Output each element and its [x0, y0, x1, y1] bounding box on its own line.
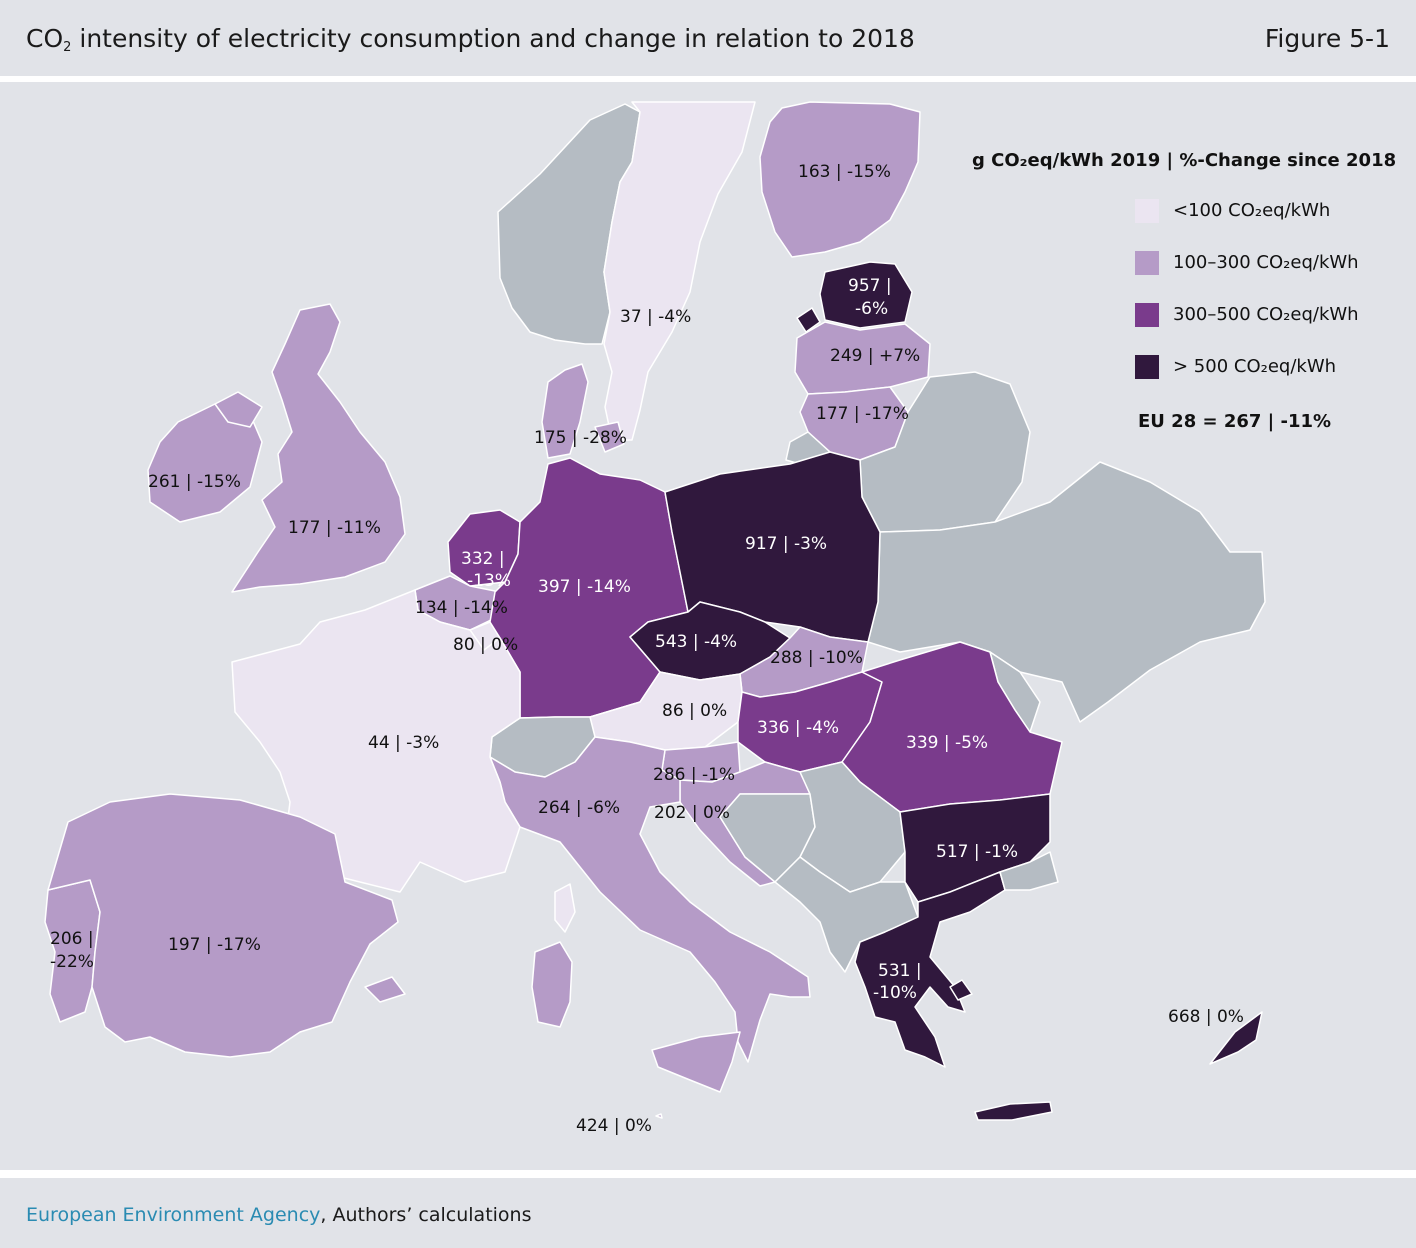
label-austria: 86 | 0% — [662, 701, 727, 721]
label-romania: 339 | -5% — [906, 733, 988, 753]
label-malta: 424 | 0% — [576, 1116, 652, 1136]
country-spain — [47, 793, 399, 1058]
map-panel: 163 | -15% 37 | -4% 957 | -6% 249 | +7% … — [0, 82, 1416, 1170]
label-denmark: 175 | -28% — [534, 428, 627, 448]
label-bulgaria: 517 | -1% — [936, 842, 1018, 862]
label-cyprus: 668 | 0% — [1168, 1007, 1244, 1027]
island-corsica — [554, 883, 576, 933]
label-slovenia: 286 | -1% — [653, 765, 735, 785]
label-portugal-line2: -22% — [50, 952, 94, 972]
region-northern-ireland — [214, 391, 263, 428]
legend-item-300-500: 300–500 CO₂eq/kWh — [971, 303, 1395, 355]
label-latvia: 249 | +7% — [830, 346, 920, 366]
label-belgium: 134 | -14% — [415, 598, 508, 618]
europe-map: 163 | -15% 37 | -4% 957 | -6% 249 | +7% … — [44, 101, 1266, 1136]
label-lithuania: 177 | -17% — [816, 404, 909, 424]
label-italy: 264 | -6% — [538, 798, 620, 818]
label-estonia-line2: -6% — [855, 299, 888, 319]
label-greece-line1: 531 | — [878, 961, 922, 981]
label-netherlands-line1: 332 | — [461, 549, 505, 569]
country-italy — [489, 736, 811, 1063]
country-finland — [759, 101, 921, 258]
label-netherlands-line2: -13% — [467, 571, 511, 591]
label-czechia: 543 | -4% — [655, 632, 737, 652]
country-estonia — [819, 261, 913, 329]
country-malta — [655, 1113, 663, 1119]
label-luxembourg: 80 | 0% — [453, 635, 518, 655]
island-zealand — [594, 421, 625, 453]
country-cyprus — [1209, 1011, 1263, 1065]
country-united-kingdom — [231, 303, 406, 593]
label-sweden: 37 | -4% — [620, 307, 691, 327]
label-ireland: 261 | -15% — [148, 472, 241, 492]
source-rest: , Authors’ calculations — [320, 1204, 532, 1226]
island-sicily — [651, 1031, 741, 1093]
label-spain: 197 | -17% — [168, 935, 261, 955]
label-croatia: 202 | 0% — [654, 803, 730, 823]
label-greece-line2: -10% — [873, 983, 917, 1003]
label-estonia-line1: 957 | — [848, 276, 892, 296]
country-ukraine — [867, 461, 1266, 723]
country-france — [231, 589, 521, 893]
country-greece — [854, 871, 1006, 1068]
legend-swatch-lt100 — [1135, 199, 1159, 223]
legend-swatch-100-300 — [1135, 251, 1159, 275]
source-note: European Environment Agency, Authors’ ca… — [26, 1204, 532, 1226]
source-agency-link[interactable]: European Environment Agency — [26, 1204, 321, 1226]
legend-swatch-300-500 — [1135, 303, 1159, 327]
footer: European Environment Agency, Authors’ ca… — [0, 1178, 1416, 1248]
legend-label: 300–500 CO₂eq/kWh — [1173, 304, 1359, 325]
label-poland: 917 | -3% — [745, 534, 827, 554]
region-turkey-thrace — [999, 851, 1059, 891]
country-portugal — [44, 879, 101, 1023]
legend-label: <100 CO₂eq/kWh — [1173, 200, 1331, 221]
header: CO2 intensity of electricity consumption… — [0, 0, 1416, 76]
legend-item-100-300: 100–300 CO₂eq/kWh — [971, 251, 1395, 303]
legend-item-gt500: > 500 CO₂eq/kWh — [971, 355, 1395, 407]
label-portugal-line1: 206 | — [50, 929, 94, 949]
legend-label: 100–300 CO₂eq/kWh — [1173, 252, 1359, 273]
legend-items: <100 CO₂eq/kWh 100–300 CO₂eq/kWh 300–500… — [971, 199, 1395, 407]
island-balearic — [364, 976, 406, 1003]
label-germany: 397 | -14% — [538, 577, 631, 597]
island-saaremaa — [796, 307, 821, 333]
label-united-kingdom: 177 | -11% — [288, 518, 381, 538]
island-sardinia — [531, 941, 573, 1028]
legend-swatch-gt500 — [1135, 355, 1159, 379]
figure-label: Figure 5-1 — [1264, 24, 1390, 53]
chart-title: CO2 intensity of electricity consumption… — [26, 24, 915, 55]
label-hungary: 336 | -4% — [757, 718, 839, 738]
label-finland: 163 | -15% — [798, 162, 891, 182]
island-aegean — [949, 979, 973, 1001]
legend-title: g CO₂eq/kWh 2019 | %-Change since 2018 — [972, 150, 1397, 171]
map-legend: g CO₂eq/kWh 2019 | %-Change since 2018 <… — [972, 150, 1396, 432]
legend-item-lt100: <100 CO₂eq/kWh — [971, 199, 1395, 251]
eu-total: EU 28 = 267 | -11% — [1138, 411, 1332, 432]
label-slovakia: 288 | -10% — [770, 648, 863, 668]
island-crete — [974, 1101, 1053, 1121]
country-denmark — [541, 363, 589, 459]
label-france: 44 | -3% — [368, 733, 439, 753]
country-latvia — [794, 321, 931, 395]
legend-label: > 500 CO₂eq/kWh — [1173, 356, 1337, 377]
